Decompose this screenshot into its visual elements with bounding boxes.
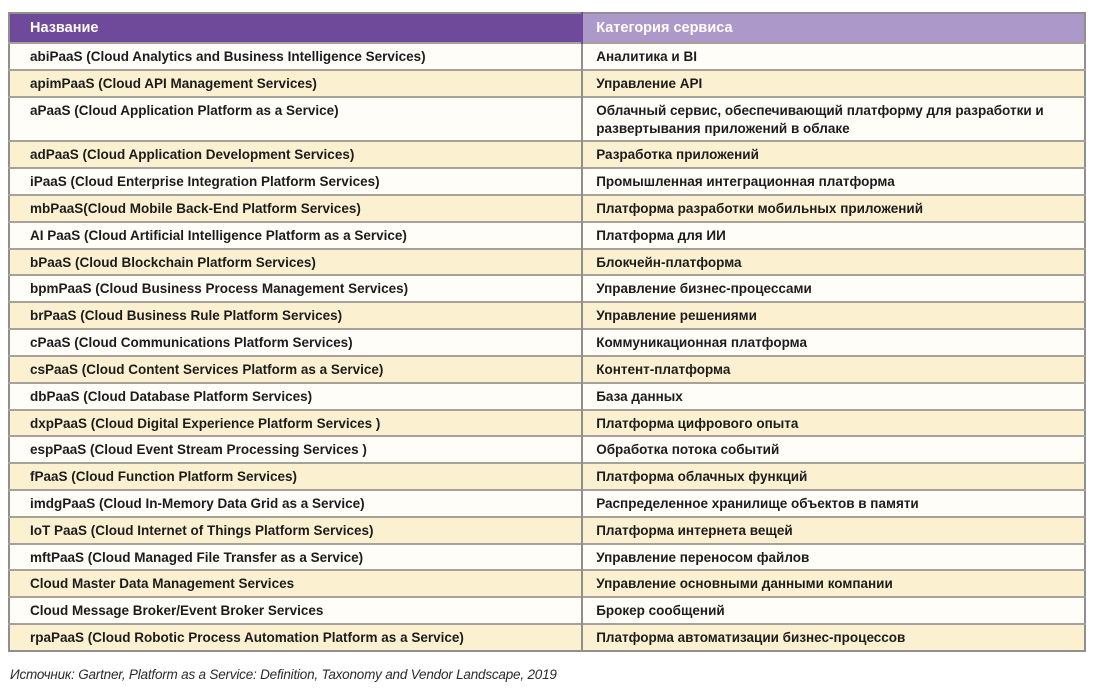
service-name-cell: adPaaS (Cloud Application Development Se…: [9, 140, 583, 169]
table-row: bpmPaaS (Cloud Business Process Manageme…: [9, 274, 1085, 303]
service-category-cell: Коммуникационная платформа: [581, 328, 1085, 356]
service-category-cell: Разработка приложений: [581, 140, 1085, 169]
service-category-cell: Платформа автоматизации бизнес-процессов: [581, 623, 1085, 651]
service-category-cell: Управление бизнес-процессами: [581, 274, 1085, 303]
table-row: mbPaaS(Cloud Mobile Back-End Platform Se…: [9, 194, 1085, 222]
table-row: csPaaS (Cloud Content Services Platform …: [9, 354, 1085, 383]
paas-services-table: Название Категория сервиса abiPaaS (Clou…: [8, 12, 1086, 652]
service-name-cell: rpaPaaS (Cloud Robotic Process Automatio…: [9, 623, 583, 651]
source-note: Источник: Gartner, Platform as a Service…: [10, 667, 557, 682]
service-name-cell: mbPaaS(Cloud Mobile Back-End Platform Se…: [9, 194, 583, 222]
table-row: abiPaaS (Cloud Analytics and Business In…: [9, 42, 1085, 70]
table-row: rpaPaaS (Cloud Robotic Process Automatio…: [9, 623, 1085, 651]
service-category-cell: Брокер сообщений: [581, 596, 1085, 624]
table-row: dbPaaS (Cloud Database Platform Services…: [9, 381, 1085, 410]
service-name-cell: dbPaaS (Cloud Database Platform Services…: [9, 381, 583, 410]
service-name-cell: Cloud Message Broker/Event Broker Servic…: [9, 596, 583, 624]
table-row: brPaaS (Cloud Business Rule Platform Ser…: [9, 301, 1085, 330]
service-name-cell: espPaaS (Cloud Event Stream Processing S…: [9, 435, 583, 464]
table-row: mftPaaS (Cloud Managed File Transfer as …: [9, 542, 1085, 571]
table-row: dxpPaaS (Cloud Digital Experience Platfo…: [9, 408, 1085, 437]
table-row: espPaaS (Cloud Event Stream Processing S…: [9, 435, 1085, 464]
service-category-cell: Блокчейн-платформа: [581, 247, 1085, 276]
service-name-cell: brPaaS (Cloud Business Rule Platform Ser…: [9, 301, 583, 330]
service-category-cell: Платформа для ИИ: [581, 220, 1085, 249]
service-category-cell: Контент-платформа: [581, 354, 1085, 383]
service-name-cell: fPaaS (Cloud Function Platform Services): [9, 462, 583, 490]
table-row: adPaaS (Cloud Application Development Se…: [9, 140, 1085, 169]
table-row: AI PaaS (Cloud Artificial Intelligence P…: [9, 220, 1085, 249]
service-category-cell: Платформа облачных функций: [581, 462, 1085, 490]
service-category-cell: Управление API: [581, 68, 1085, 97]
service-category-cell: Распределенное хранилище объектов в памя…: [581, 488, 1085, 517]
service-category-cell: Обработка потока событий: [581, 435, 1085, 464]
table-row: apimPaaS (Cloud API Management Services)…: [9, 68, 1085, 97]
service-name-cell: csPaaS (Cloud Content Services Platform …: [9, 354, 583, 383]
service-name-cell: bpmPaaS (Cloud Business Process Manageme…: [9, 274, 583, 303]
table-row: Cloud Message Broker/Event Broker Servic…: [9, 596, 1085, 624]
table-row: imdgPaaS (Cloud In-Memory Data Grid as a…: [9, 488, 1085, 517]
table-row: iPaaS (Cloud Enterprise Integration Plat…: [9, 167, 1085, 195]
table-body: abiPaaS (Cloud Analytics and Business In…: [9, 42, 1085, 651]
service-category-cell: Управление решениями: [581, 301, 1085, 330]
table-row: fPaaS (Cloud Function Platform Services)…: [9, 462, 1085, 490]
service-name-cell: imdgPaaS (Cloud In-Memory Data Grid as a…: [9, 488, 583, 517]
service-name-cell: aPaaS (Cloud Application Platform as a S…: [9, 95, 583, 142]
table-row: aPaaS (Cloud Application Platform as a S…: [9, 95, 1085, 142]
service-category-cell: Аналитика и BI: [581, 42, 1085, 70]
service-category-cell: Управление основными данными компании: [581, 569, 1085, 598]
service-category-cell: Управление переносом файлов: [581, 542, 1085, 571]
service-name-cell: Cloud Master Data Management Services: [9, 569, 583, 598]
table-row: cPaaS (Cloud Communications Platform Ser…: [9, 328, 1085, 356]
service-name-cell: AI PaaS (Cloud Artificial Intelligence P…: [9, 220, 583, 249]
service-category-cell: Облачный сервис, обеспечивающий платформ…: [581, 95, 1085, 142]
table-row: bPaaS (Cloud Blockchain Platform Service…: [9, 247, 1085, 276]
service-category-cell: Платформа интернета вещей: [581, 515, 1085, 544]
service-category-cell: Промышленная интеграционная платформа: [581, 167, 1085, 195]
service-name-cell: IoT PaaS (Cloud Internet of Things Platf…: [9, 515, 583, 544]
service-name-cell: mftPaaS (Cloud Managed File Transfer as …: [9, 542, 583, 571]
service-name-cell: abiPaaS (Cloud Analytics and Business In…: [9, 42, 583, 70]
service-category-cell: Платформа разработки мобильных приложени…: [581, 194, 1085, 222]
column-header-name: Название: [9, 13, 584, 44]
service-category-cell: База данных: [581, 381, 1085, 410]
header-row: Название Категория сервиса: [9, 13, 1085, 44]
table-row: IoT PaaS (Cloud Internet of Things Platf…: [9, 515, 1085, 544]
column-header-category: Категория сервиса: [582, 13, 1085, 44]
service-name-cell: dxpPaaS (Cloud Digital Experience Platfo…: [9, 408, 583, 437]
service-name-cell: iPaaS (Cloud Enterprise Integration Plat…: [9, 167, 583, 195]
service-category-cell: Платформа цифрового опыта: [581, 408, 1085, 437]
table-row: Cloud Master Data Management Services Уп…: [9, 569, 1085, 598]
service-name-cell: cPaaS (Cloud Communications Platform Ser…: [9, 328, 583, 356]
service-name-cell: apimPaaS (Cloud API Management Services): [9, 68, 583, 97]
service-name-cell: bPaaS (Cloud Blockchain Platform Service…: [9, 247, 583, 276]
